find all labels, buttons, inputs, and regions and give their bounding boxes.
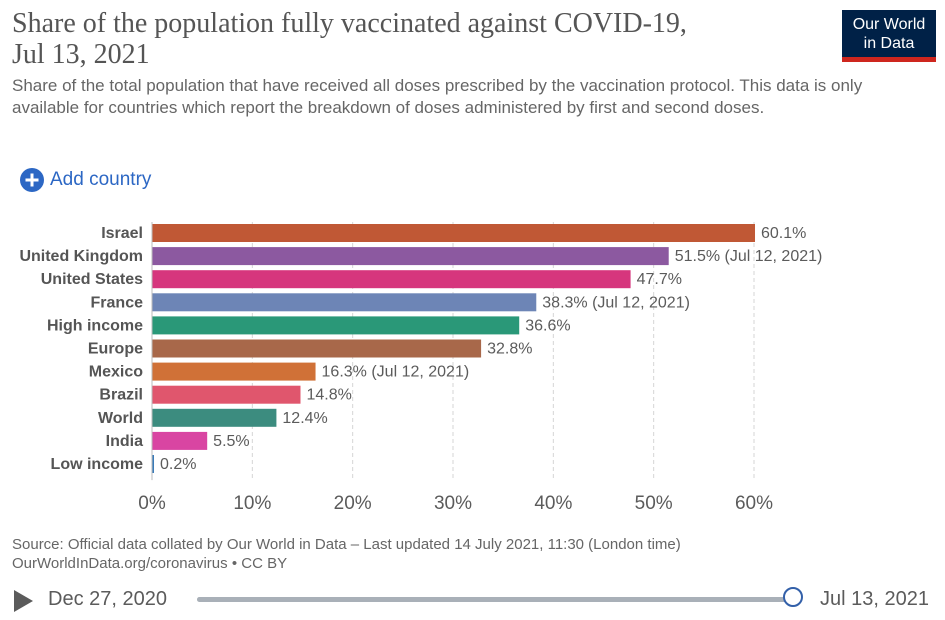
value-label: 47.7% <box>637 271 682 288</box>
category-label: India <box>106 433 143 450</box>
bar[interactable] <box>152 247 669 266</box>
bar[interactable] <box>152 362 316 381</box>
x-tick-label: 60% <box>735 493 773 514</box>
value-label: 0.2% <box>160 456 196 473</box>
x-tick-label: 30% <box>434 493 472 514</box>
play-icon[interactable] <box>14 590 33 612</box>
add-country-button[interactable]: Add country <box>20 168 151 192</box>
timeline-end-date[interactable]: Jul 13, 2021 <box>820 588 929 610</box>
source-line-1: Source: Official data collated by Our Wo… <box>12 536 681 553</box>
value-label: 38.3% (Jul 12, 2021) <box>542 294 690 311</box>
owid-logo[interactable]: Our World in Data <box>842 10 936 62</box>
category-label: Israel <box>101 225 143 242</box>
value-label: 5.5% <box>213 433 249 450</box>
bar[interactable] <box>152 270 631 289</box>
logo-line-1: Our World <box>852 16 926 33</box>
category-label: Low income <box>51 456 144 473</box>
category-label: Europe <box>88 341 143 358</box>
value-label: 14.8% <box>306 387 351 404</box>
x-tick-label: 20% <box>334 493 372 514</box>
title-line-2: Jul 13, 2021 <box>12 39 150 70</box>
source-line-2[interactable]: OurWorldInData.org/coronavirus • CC BY <box>12 555 288 572</box>
category-label: Mexico <box>89 364 143 381</box>
bar[interactable] <box>152 293 537 312</box>
value-label: 32.8% <box>487 341 532 358</box>
value-label: 16.3% (Jul 12, 2021) <box>322 364 470 381</box>
bar[interactable] <box>152 316 520 335</box>
chart-subtitle: Share of the total population that have … <box>12 76 863 117</box>
value-label: 51.5% (Jul 12, 2021) <box>675 248 823 265</box>
x-tick-label: 0% <box>138 493 166 514</box>
timeline-start-date[interactable]: Dec 27, 2020 <box>48 588 167 610</box>
bar-chart: Israel 60.1% United Kingdom 51.5% (Jul 12, … <box>19 222 823 514</box>
x-tick-label: 10% <box>233 493 271 514</box>
bar[interactable] <box>152 224 756 242</box>
chart-title: Share of the population fully vaccinated… <box>12 8 812 70</box>
category-label: United Kingdom <box>19 248 143 265</box>
category-label: World <box>98 410 143 427</box>
bar[interactable] <box>152 408 277 427</box>
timeline-slider: Dec 27, 2020 Jul 13, 2021 <box>0 585 945 617</box>
title-line-1: Share of the population fully vaccinated… <box>12 8 687 39</box>
bar[interactable] <box>152 385 301 404</box>
bar[interactable] <box>152 455 155 473</box>
x-tick-label: 50% <box>635 493 673 514</box>
category-label: France <box>91 294 144 311</box>
plus-circle-icon <box>20 168 44 192</box>
x-tick-label: 40% <box>534 493 572 514</box>
timeline-track-fill <box>197 597 793 602</box>
value-label: 36.6% <box>525 317 570 334</box>
category-label: Brazil <box>99 387 143 404</box>
add-country-label: Add country <box>50 169 152 190</box>
category-label: United States <box>41 271 143 288</box>
source-note: Source: Official data collated by Our Wo… <box>12 535 681 573</box>
timeline-handle[interactable] <box>783 587 803 607</box>
value-label: 12.4% <box>282 410 327 427</box>
value-label: 60.1% <box>761 225 806 242</box>
category-label: High income <box>47 317 143 334</box>
bar[interactable] <box>152 339 482 358</box>
timeline-track[interactable] <box>197 597 793 602</box>
bar[interactable] <box>152 431 208 450</box>
logo-line-2: in Data <box>863 35 915 52</box>
